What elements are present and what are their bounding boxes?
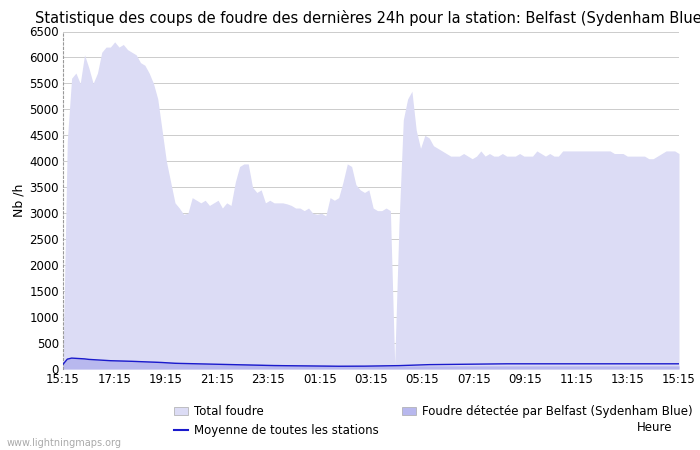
Text: Heure: Heure: [637, 421, 673, 434]
Text: www.lightningmaps.org: www.lightningmaps.org: [7, 438, 122, 448]
Y-axis label: Nb /h: Nb /h: [12, 184, 25, 217]
Title: Statistique des coups de foudre des dernières 24h pour la station: Belfast (Syde: Statistique des coups de foudre des dern…: [35, 10, 700, 26]
Legend: Total foudre, Moyenne de toutes les stations, Foudre détectée par Belfast (Syden: Total foudre, Moyenne de toutes les stat…: [174, 405, 693, 437]
